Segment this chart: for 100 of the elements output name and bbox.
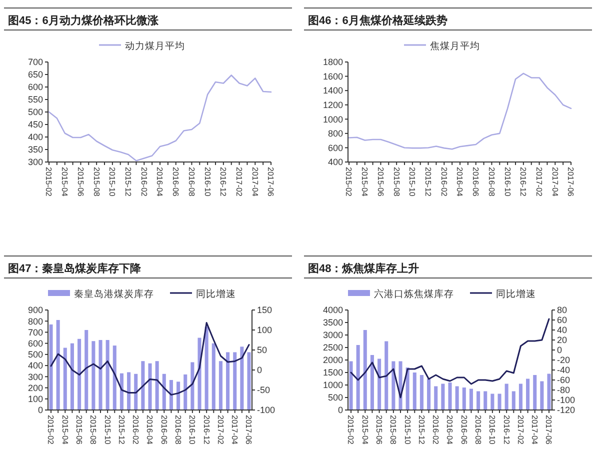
bar: [420, 375, 424, 410]
x-tick-label: 2015-10: [108, 167, 117, 197]
x-tick-label: 2015-04: [360, 167, 370, 197]
legend-label: 焦煤月平均: [430, 40, 480, 52]
x-tick-label: 2015-12: [423, 167, 432, 197]
x-tick-label: 2016-12: [202, 415, 211, 445]
legend-label: 六港口炼焦煤库存: [374, 288, 454, 300]
bar: [498, 394, 502, 410]
y-tick-label: 300: [28, 157, 43, 168]
chart-title: 图46：6月焦煤价格延续跌势: [308, 14, 448, 27]
bar: [469, 388, 473, 410]
bar: [533, 375, 537, 410]
y-tick-label: 550: [28, 94, 43, 105]
y-tick-label: 700: [28, 57, 43, 68]
x-tick-label: 2017-02: [234, 167, 244, 197]
y2-tick-label: -40: [557, 365, 570, 376]
x-tick-label: 2015-12: [116, 415, 126, 445]
x-tick-label: 2015-08: [388, 415, 398, 445]
y-tick-label: 2000: [322, 355, 343, 366]
x-tick-label: 2016-10: [202, 167, 212, 197]
y2-tick-label: -120: [557, 405, 576, 416]
x-tick-label: 2016-10: [488, 415, 497, 445]
y-tick-label: 800: [28, 316, 43, 326]
y-tick-label: 300: [28, 372, 43, 382]
x-tick-label: 2015-10: [402, 415, 412, 445]
bar: [106, 340, 110, 410]
bar: [184, 374, 188, 410]
bar: [455, 386, 459, 410]
x-tick-label: 2015-08: [92, 167, 101, 197]
y2-tick-label: -20: [557, 355, 570, 366]
bar: [448, 382, 452, 410]
y2-tick-label: 20: [557, 335, 568, 346]
bar: [384, 341, 388, 410]
y2-tick-label: 80: [557, 305, 568, 316]
chart-title: 图47：秦皇岛煤炭库存下降: [8, 262, 142, 275]
y-tick-label: 4000: [322, 305, 343, 316]
bar: [378, 358, 382, 410]
bar: [141, 361, 145, 410]
bar: [84, 330, 88, 410]
bar: [434, 386, 438, 410]
y-tick-label: 1000: [322, 114, 343, 124]
x-tick-label: 2016-12: [518, 167, 528, 197]
bar: [212, 343, 216, 410]
bar: [148, 363, 152, 410]
bar: [363, 330, 367, 410]
y-tick-label: 350: [28, 144, 43, 155]
x-tick-label: 2015-02: [46, 415, 56, 445]
x-tick-label: 2016-02: [131, 415, 140, 445]
bar: [112, 346, 116, 410]
x-tick-label: 2015-10: [102, 415, 112, 445]
bar: [412, 372, 416, 410]
x-tick-label: 2016-02: [431, 415, 440, 445]
line-series: [50, 322, 250, 396]
bar: [512, 391, 516, 410]
x-tick-label: 2016-08: [473, 415, 482, 445]
x-tick-label: 2015-06: [374, 415, 384, 445]
y-tick-label: 0: [338, 405, 343, 416]
bar: [204, 326, 208, 410]
bar: [356, 345, 360, 410]
bar: [462, 388, 466, 410]
chart-title: 图45：6月动力煤价格环比微涨: [8, 14, 160, 27]
y2-tick-label: 0: [257, 365, 262, 376]
y2-tick-label: -100: [557, 395, 576, 406]
x-tick-label: 2016-04: [145, 415, 154, 445]
x-tick-label: 2015-06: [376, 167, 385, 197]
bar: [370, 355, 374, 410]
y-tick-label: 1500: [322, 368, 343, 378]
x-tick-label: 2015-04: [360, 415, 370, 445]
y-tick-label: 700: [28, 327, 43, 338]
y-tick-label: 600: [328, 142, 343, 153]
bar: [240, 346, 244, 410]
bar: [127, 372, 131, 410]
y-tick-label: 400: [28, 132, 43, 142]
bar: [169, 380, 173, 410]
bar: [441, 384, 445, 410]
x-tick-label: 2016-04: [455, 167, 464, 197]
y2-tick-label: 150: [257, 305, 272, 316]
x-tick-label: 2015-02: [346, 415, 356, 445]
x-tick-label: 2017-02: [516, 415, 525, 445]
y2-tick-label: 60: [557, 315, 568, 326]
y-tick-label: 600: [28, 82, 43, 92]
bar: [226, 352, 230, 410]
y-tick-label: 1600: [322, 71, 343, 82]
bar: [349, 361, 353, 410]
bar: [190, 362, 194, 410]
y-tick-label: 650: [28, 70, 43, 80]
x-tick-label: 2015-04: [60, 415, 70, 445]
x-tick-label: 2017-02: [534, 167, 544, 197]
bar: [63, 348, 67, 410]
x-tick-label: 2016-12: [218, 167, 228, 197]
y-tick-label: 450: [28, 120, 43, 130]
y-tick-label: 800: [328, 128, 343, 139]
y2-tick-label: 50: [257, 345, 268, 356]
x-tick-label: 2015-02: [344, 167, 354, 197]
x-tick-label: 2016-08: [186, 167, 196, 197]
x-tick-label: 2016-08: [486, 167, 496, 197]
x-tick-label: 2016-04: [155, 167, 164, 197]
x-tick-label: 2015-06: [76, 167, 85, 197]
y2-tick-label: -80: [557, 385, 570, 396]
y-tick-label: 0: [38, 405, 43, 416]
